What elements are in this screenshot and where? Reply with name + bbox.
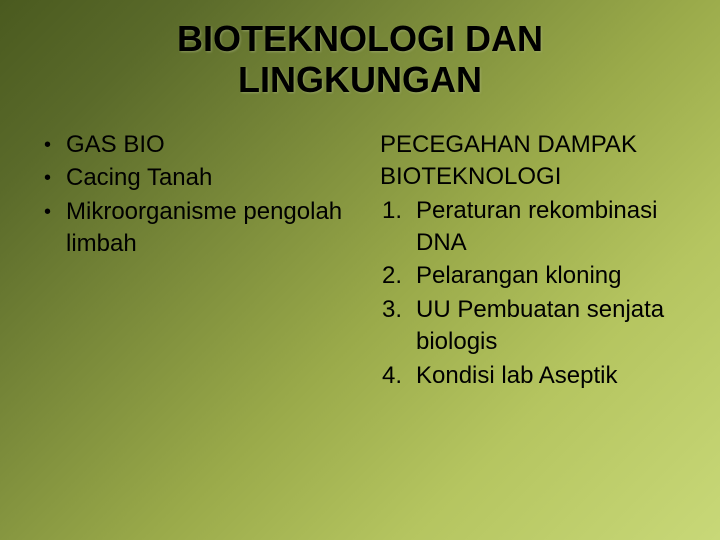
list-item: 2. Pelarangan kloning	[380, 260, 690, 292]
bullet-icon: •	[44, 162, 66, 194]
number-text: Peraturan rekombinasi DNA	[416, 195, 690, 260]
number-label: 2.	[380, 260, 416, 292]
list-item: 3. UU Pembuatan senjata biologis	[380, 294, 690, 359]
number-text: Pelarangan kloning	[416, 260, 690, 292]
bullet-text: GAS BIO	[66, 129, 354, 161]
subheading: PECEGAHAN DAMPAK BIOTEKNOLOGI	[380, 129, 690, 194]
bullet-icon: •	[44, 196, 66, 228]
numbered-list: 1. Peraturan rekombinasi DNA 2. Pelarang…	[380, 195, 690, 392]
content-area: • GAS BIO • Cacing Tanah • Mikroorganism…	[30, 129, 690, 393]
slide-title: BIOTEKNOLOGI DAN LINGKUNGAN	[30, 18, 690, 101]
list-item: 4. Kondisi lab Aseptik	[380, 360, 690, 392]
slide: BIOTEKNOLOGI DAN LINGKUNGAN • GAS BIO • …	[0, 0, 720, 540]
bullet-text: Cacing Tanah	[66, 162, 354, 194]
number-label: 3.	[380, 294, 416, 326]
title-line2: LINGKUNGAN	[238, 59, 482, 100]
number-text: UU Pembuatan senjata biologis	[416, 294, 690, 359]
left-column: • GAS BIO • Cacing Tanah • Mikroorganism…	[30, 129, 354, 393]
list-item: • Cacing Tanah	[44, 162, 354, 194]
number-text: Kondisi lab Aseptik	[416, 360, 690, 392]
number-label: 4.	[380, 360, 416, 392]
subheading-line1: PECEGAHAN DAMPAK	[380, 131, 637, 158]
list-item: • GAS BIO	[44, 129, 354, 161]
bullet-list: • GAS BIO • Cacing Tanah • Mikroorganism…	[44, 129, 354, 261]
list-item: • Mikroorganisme pengolah limbah	[44, 196, 354, 261]
title-line1: BIOTEKNOLOGI DAN	[177, 18, 543, 59]
bullet-text: Mikroorganisme pengolah limbah	[66, 196, 354, 261]
list-item: 1. Peraturan rekombinasi DNA	[380, 195, 690, 260]
subheading-line2: BIOTEKNOLOGI	[380, 163, 561, 190]
bullet-icon: •	[44, 129, 66, 161]
number-label: 1.	[380, 195, 416, 227]
right-column: PECEGAHAN DAMPAK BIOTEKNOLOGI 1. Peratur…	[374, 129, 690, 393]
